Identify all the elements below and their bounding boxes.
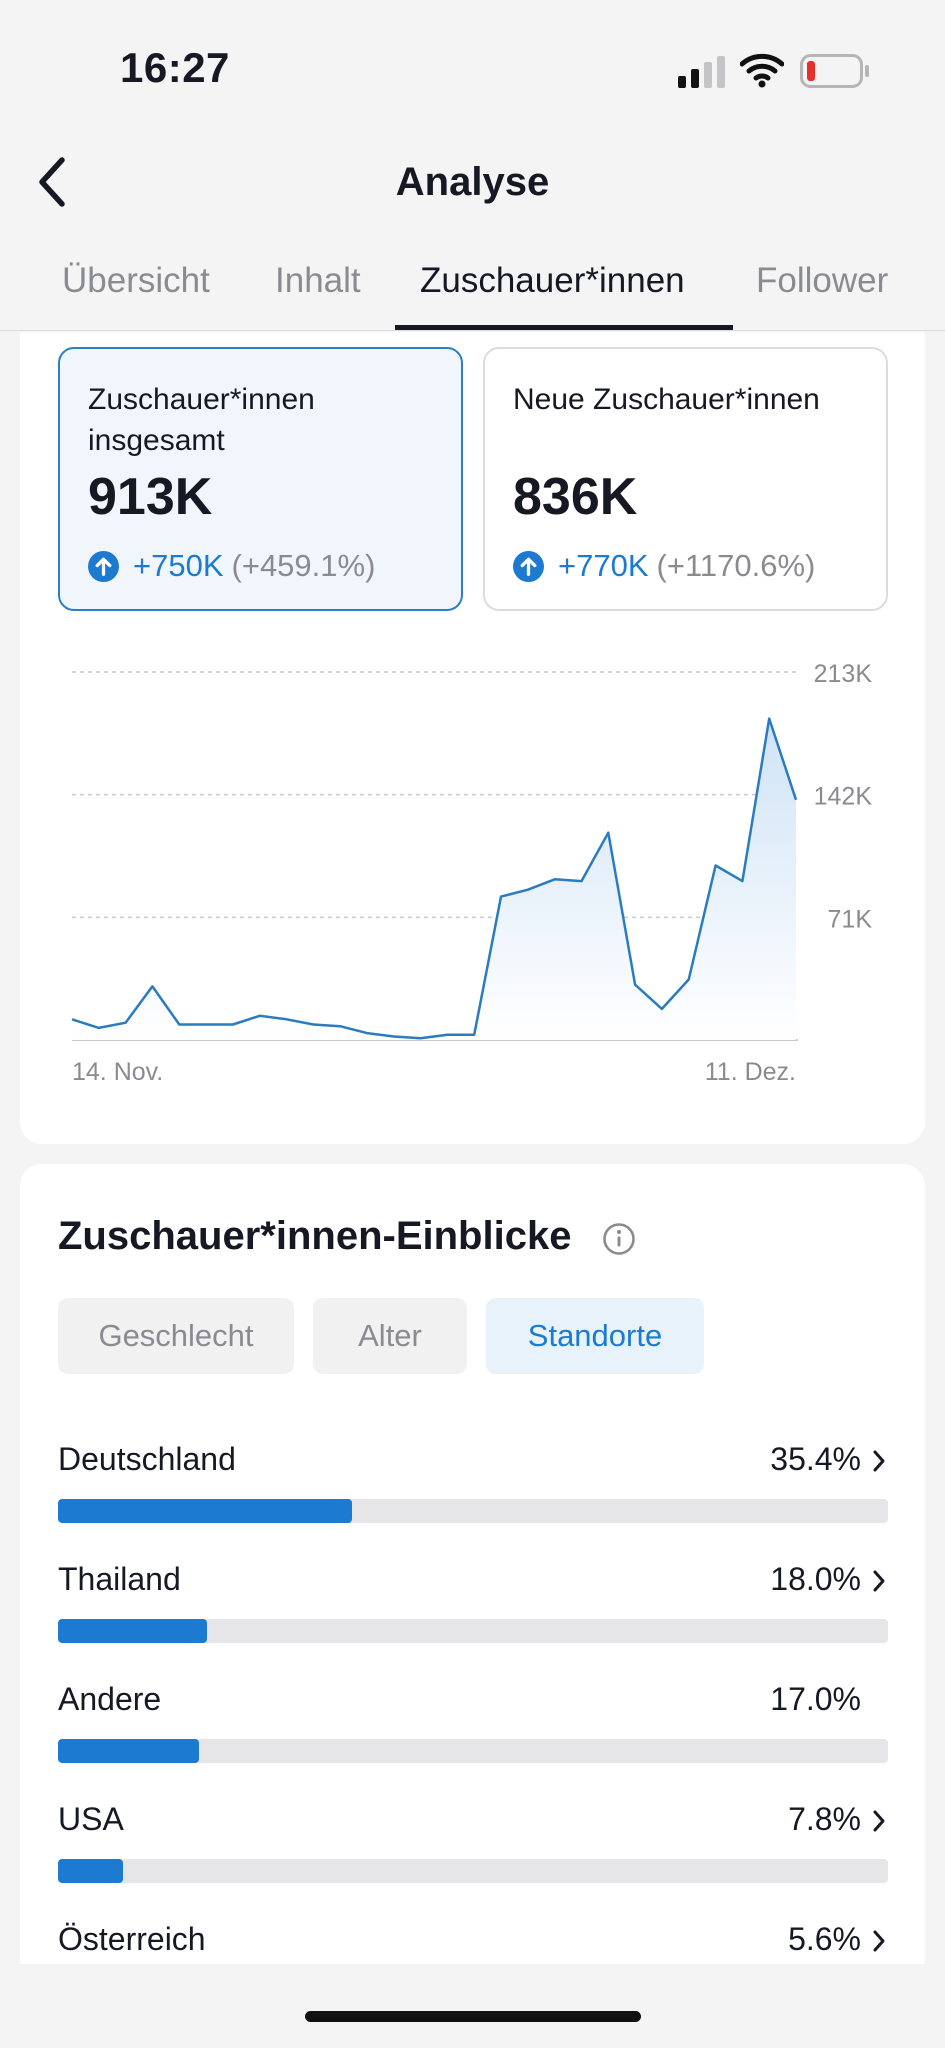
tab-overview[interactable]: Übersicht [62,261,210,300]
battery-low-icon [800,54,869,88]
location-percent: 35.4% [770,1441,861,1477]
location-name: USA [58,1801,124,1837]
tab-content[interactable]: Inhalt [275,261,361,300]
location-bar-track [58,1859,888,1883]
header: Analyse [0,130,945,240]
location-percent: 17.0% [770,1681,861,1717]
viewers-overview-card: Zuschauer*innen insgesamt 913K +750K (+4… [20,332,925,1144]
wifi-icon [740,53,784,88]
location-bar-fill [58,1619,208,1643]
page-title: Analyse [395,160,550,204]
metric-change: +750K (+459.1%) [88,548,375,584]
location-bar-track [58,1499,888,1523]
x-tick-label: 14. Nov. [72,1058,163,1086]
back-button[interactable] [30,152,80,212]
viewer-insights-card: Zuschauer*innen-Einblicke Geschlecht Alt… [20,1164,925,1964]
section-title: Zuschauer*innen-Einblicke [58,1214,572,1258]
location-bar-fill [58,1739,200,1763]
location-name: Österreich [58,1921,206,1957]
location-percent: 7.8% [788,1801,861,1837]
location-row[interactable]: Österreich 5.6% [58,1921,888,2021]
tab-viewers[interactable]: Zuschauer*innen [420,261,685,300]
location-bar-track [58,1739,888,1763]
tab-followers[interactable]: Follower [756,261,889,300]
location-name: Andere [58,1681,162,1717]
location-row[interactable]: Thailand 18.0% [58,1561,888,1661]
arrow-up-circle-icon [513,550,544,582]
filter-chip-locations[interactable]: Standorte [486,1298,704,1374]
chevron-right-icon [873,1570,885,1592]
chart-series-line [71,717,798,1040]
filter-chip-gender[interactable]: Geschlecht [58,1298,294,1374]
location-bar-fill [58,1859,123,1883]
x-tick-label: 11. Dez. [705,1058,796,1086]
chart-area-fill [72,718,796,1040]
metric-label: Zuschauer*innen insgesamt [88,383,315,457]
metric-card-new-viewers[interactable]: Neue Zuschauer*innen 836K +770K (+1170.6… [483,347,888,611]
y-tick-label: 71K [828,905,873,933]
viewers-area-chart: 213K 142K 71K 14. Nov. 11. Dez. [71,660,873,1086]
cellular-signal-icon [678,56,725,88]
location-row[interactable]: Deutschland 35.4% [58,1441,888,1541]
home-indicator [305,2011,641,2022]
change-value: +750K [133,548,224,583]
active-tab-indicator [395,325,733,330]
change-percent: (+459.1%) [231,548,376,583]
chevron-right-icon [873,1930,885,1952]
metric-value: 913K [88,468,213,526]
metric-change: +770K (+1170.6%) [513,548,815,584]
location-bar-fill [58,1499,352,1523]
filter-chip-age[interactable]: Alter [313,1298,467,1374]
metric-label: Neue Zuschauer*innen [513,383,820,416]
metric-card-total-viewers[interactable]: Zuschauer*innen insgesamt 913K +750K (+4… [58,347,463,611]
tab-bar: Übersicht Inhalt Zuschauer*innen Followe… [0,245,945,331]
info-icon[interactable] [602,1222,636,1256]
arrow-up-circle-icon [88,550,119,582]
y-tick-label: 142K [814,783,873,811]
y-tick-label: 213K [814,660,873,688]
location-bar-track [58,1619,888,1643]
location-percent: 18.0% [770,1561,861,1597]
change-value: +770K [558,548,649,583]
location-row[interactable]: Andere 17.0% [58,1681,888,1781]
status-bar: 16:27 [0,0,945,130]
change-percent: (+1170.6%) [656,548,816,583]
location-name: Thailand [58,1561,181,1597]
chevron-right-icon [873,1450,885,1472]
tab-fade [885,245,945,325]
chevron-right-icon [873,1810,885,1832]
location-name: Deutschland [58,1441,236,1477]
status-time: 16:27 [120,44,230,91]
location-percent: 5.6% [788,1921,861,1957]
location-row[interactable]: USA 7.8% [58,1801,888,1901]
metric-value: 836K [513,468,638,526]
